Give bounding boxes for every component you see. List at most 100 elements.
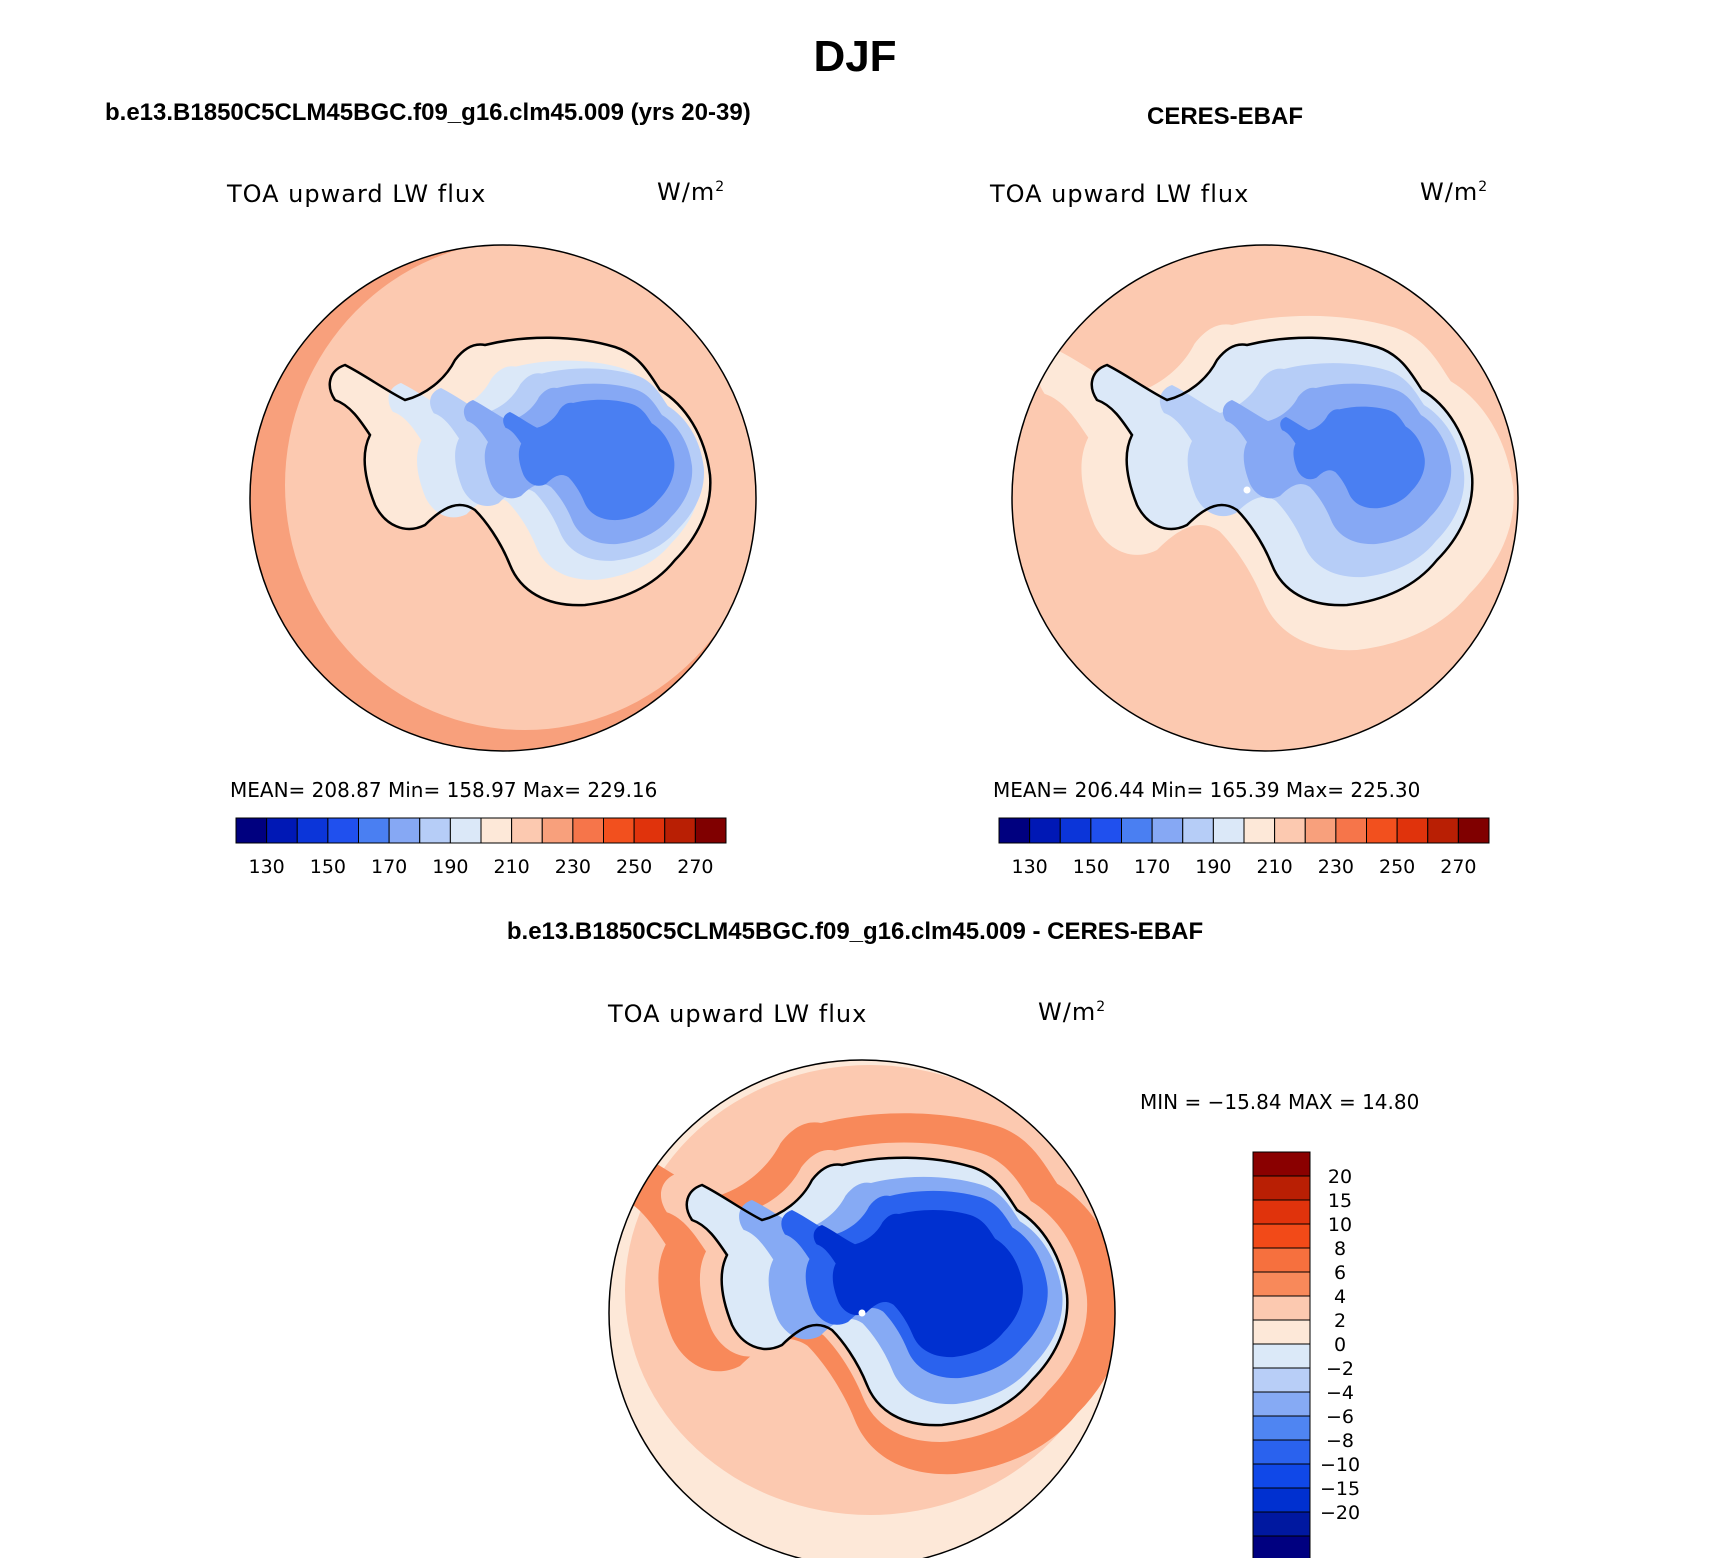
colorbar-model-swatch (419, 817, 451, 844)
colorbar-model-swatch (664, 817, 696, 844)
colorbar-diff-tick-label: −20 (1320, 1502, 1360, 1524)
colorbar-obs-tick-label: 210 (1256, 856, 1292, 878)
colorbar-model-swatch (511, 817, 543, 844)
colorbar-diff-swatch (1252, 1271, 1311, 1297)
colorbar-obs-swatch (1212, 817, 1245, 844)
colorbar-obs-tick-label: 250 (1379, 856, 1415, 878)
colorbar-obs-tick-label: 150 (1073, 856, 1109, 878)
colorbar-diff-swatch (1252, 1367, 1311, 1393)
colorbar-model-swatch (603, 817, 635, 844)
colorbar-diff-tick-label: 20 (1328, 1166, 1352, 1188)
colorbar-diff-tick-label: 8 (1334, 1238, 1346, 1260)
colorbar-obs-tick-label: 170 (1134, 856, 1170, 878)
colorbar-obs-swatch (1457, 817, 1490, 844)
colorbar-diff-tick-label: 4 (1334, 1286, 1346, 1308)
colorbar-diff-swatch (1252, 1319, 1311, 1345)
colorbar-model-tick-label: 210 (493, 856, 529, 878)
panel-model-title: b.e13.B1850C5CLM45BGC.f09_g16.clm45.009 … (105, 99, 751, 126)
colorbar-model-swatch (449, 817, 482, 844)
colorbar-diff-tick-label: −8 (1326, 1430, 1354, 1452)
colorbar-model-swatch (296, 817, 329, 844)
colorbar-diff-tick-label: 15 (1328, 1190, 1352, 1212)
colorbar-model: 130 150 170 190 210 230 250 270 (235, 817, 727, 878)
colorbar-model-tick-label: 190 (432, 856, 468, 878)
colorbar-diff-swatch (1252, 1223, 1311, 1249)
colorbar-obs-swatch (1059, 817, 1092, 844)
colorbar-obs-tick-label: 270 (1440, 856, 1476, 878)
colorbar-model-tick-label: 250 (616, 856, 652, 878)
panel-model-variable: TOA upward LW flux (227, 180, 487, 208)
colorbar-diff-swatch (1252, 1463, 1311, 1489)
colorbar-obs-tick-label: 130 (1011, 856, 1047, 878)
colorbar-obs-swatch (1029, 817, 1061, 844)
colorbar-diff-tick-label: −4 (1326, 1382, 1354, 1404)
colorbar-model-tick-label: 130 (248, 856, 284, 878)
panel-diff-title: b.e13.B1850C5CLM45BGC.f09_g16.clm45.009 … (506, 918, 1204, 945)
colorbar-diff-tick-label: 10 (1328, 1214, 1352, 1236)
colorbar-diff-swatch (1252, 1439, 1311, 1465)
colorbar-model-swatch (327, 817, 359, 844)
colorbar-model-swatch (266, 817, 298, 844)
map-model (249, 244, 757, 752)
panel-obs-variable: TOA upward LW flux (990, 180, 1250, 208)
diff-map-border (608, 1059, 1116, 1558)
colorbar-obs-swatch (1335, 817, 1367, 844)
colorbar-obs-swatch (1090, 817, 1122, 844)
colorbar-model-swatch (541, 817, 574, 844)
obs-pole-marker (1243, 486, 1251, 494)
panel-obs-stats: MEAN= 206.44 Min= 165.39 Max= 225.30 (993, 778, 1421, 802)
colorbar-diff-tick-label: −2 (1326, 1358, 1354, 1380)
colorbar-diff-swatch (1252, 1391, 1311, 1417)
colorbar-diff-swatch (1252, 1151, 1311, 1177)
colorbar-obs-tick-label: 230 (1318, 856, 1354, 878)
colorbar-diff-swatch (1252, 1175, 1311, 1201)
colorbar-diff-tick-label: 2 (1334, 1310, 1346, 1332)
colorbar-model-tick-label: 170 (371, 856, 407, 878)
colorbar-model-swatch (694, 817, 727, 844)
colorbar-diff-swatch (1252, 1247, 1311, 1273)
panel-obs-units: W/m2 (1420, 178, 1489, 206)
colorbar-model-swatch (388, 817, 421, 844)
panel-model-units: W/m2 (657, 178, 726, 206)
colorbar-diff-swatch (1252, 1343, 1311, 1369)
panel-diff-units: W/m2 (1038, 998, 1107, 1026)
colorbar-obs-swatch (1304, 817, 1337, 844)
colorbar-obs-swatch (1396, 817, 1429, 844)
colorbar-diff-tick-label: −10 (1320, 1454, 1360, 1476)
colorbar-model-tick-label: 230 (555, 856, 591, 878)
colorbar-model-swatch (480, 817, 513, 844)
colorbar-diff-swatch (1252, 1295, 1311, 1321)
figure-title: DJF (813, 32, 897, 81)
colorbar-diff-tick-label: 0 (1334, 1334, 1346, 1356)
colorbar-model-swatch (572, 817, 604, 844)
colorbar-diff-tick-label: −6 (1326, 1406, 1354, 1428)
colorbar-obs-swatch (1121, 817, 1153, 844)
colorbar-obs-swatch (1427, 817, 1459, 844)
colorbar-model-swatch (633, 817, 666, 844)
colorbar-obs-tick-label: 190 (1195, 856, 1231, 878)
colorbar-obs-swatch (1243, 817, 1276, 844)
colorbar-model-swatch (235, 817, 268, 844)
colorbar-diff-swatch (1252, 1415, 1311, 1441)
panel-model-stats: MEAN= 208.87 Min= 158.97 Max= 229.16 (230, 778, 658, 802)
colorbar-model-tick-label: 150 (310, 856, 346, 878)
panel-diff-stats: MIN = −15.84 MAX = 14.80 (1140, 1090, 1420, 1114)
obs-map-border (1011, 244, 1519, 752)
colorbar-model-swatch (358, 817, 390, 844)
colorbar-diff-tick-label: 6 (1334, 1262, 1346, 1284)
colorbar-diff-swatch (1252, 1535, 1311, 1558)
panel-obs-title: CERES-EBAF (1146, 103, 1303, 130)
colorbar-obs-swatch (1366, 817, 1398, 844)
colorbar-obs-swatch (1182, 817, 1214, 844)
panel-diff-variable: TOA upward LW flux (608, 1000, 868, 1028)
colorbar-diff-swatch (1252, 1199, 1311, 1225)
colorbar-obs-swatch (1151, 817, 1184, 844)
model-map-border (249, 244, 757, 752)
colorbar-diff-tick-label: −15 (1320, 1478, 1360, 1500)
colorbar-model-tick-label: 270 (677, 856, 713, 878)
map-diff (608, 1059, 1116, 1558)
colorbar-obs: 130 150 170 190 210 230 250 270 (998, 817, 1490, 878)
colorbar-diff-swatch (1252, 1511, 1311, 1537)
